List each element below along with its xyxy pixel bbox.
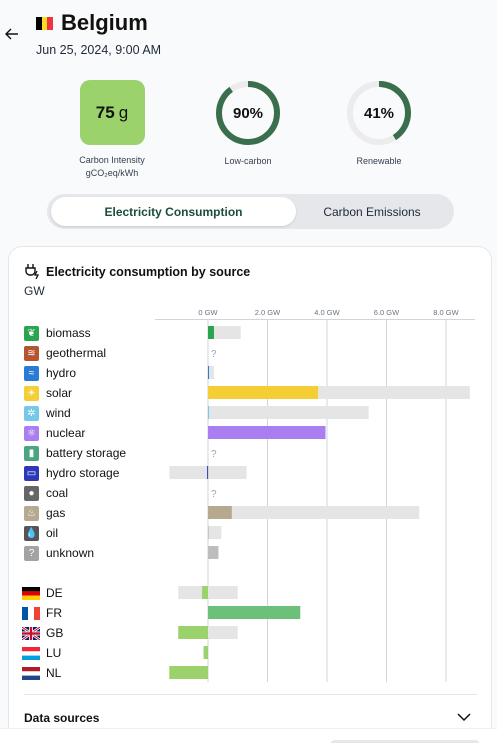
flag-nl-icon xyxy=(22,667,40,680)
flag-gb-icon xyxy=(21,625,41,642)
sources-label: oil xyxy=(46,526,59,540)
sources-value-bar[interactable] xyxy=(208,526,209,539)
sources-label: geothermal xyxy=(46,346,107,360)
low-carbon-label: Low-carbon xyxy=(224,156,272,166)
exchanges-value-bar[interactable] xyxy=(203,646,208,659)
flag-be-icon xyxy=(36,17,54,30)
sources-value-bar[interactable] xyxy=(208,406,209,419)
coal-icon: ● xyxy=(24,486,39,501)
sources-label: gas xyxy=(46,506,66,520)
sources-value-bar[interactable] xyxy=(208,326,214,339)
capacity-bar xyxy=(208,326,241,339)
chart-unit: GW xyxy=(24,284,45,298)
sources-label: hydro storage xyxy=(46,466,120,480)
sources-value-bar[interactable] xyxy=(208,546,219,559)
sources-value-bar[interactable] xyxy=(208,386,319,399)
hydro-storage-icon: ▭ xyxy=(24,466,39,481)
capacity-bar xyxy=(208,406,369,419)
chevron-down-icon[interactable] xyxy=(456,709,472,725)
water-waves-icon: ≈ xyxy=(24,366,39,381)
back-arrow-icon[interactable] xyxy=(4,26,20,42)
sources-label: wind xyxy=(46,406,71,420)
x-tick-label: 2.0 GW xyxy=(254,308,281,317)
sources-label: battery storage xyxy=(46,446,127,460)
exchanges-label: LU xyxy=(46,646,62,660)
zone-header: Belgium Jun 25, 2024, 9:00 AM xyxy=(0,0,497,70)
sources-value-bar[interactable] xyxy=(208,506,232,519)
capacity-bar xyxy=(208,506,420,519)
exchanges-value-bar[interactable] xyxy=(202,586,208,599)
sources-label: hydro xyxy=(46,366,77,380)
sources-label: unknown xyxy=(46,546,95,560)
exchanges-value-bar[interactable] xyxy=(208,606,301,619)
x-tick-label: 8.0 GW xyxy=(433,308,459,317)
plug-icon xyxy=(24,263,42,280)
renewable-value: 41% xyxy=(363,104,395,122)
sun-icon: ☀ xyxy=(24,386,39,401)
carbon-intensity-value: 75 xyxy=(95,102,115,122)
exchanges-label: NL xyxy=(46,666,62,680)
datetime: Jun 25, 2024, 9:00 AM xyxy=(36,43,162,57)
sources-label: nuclear xyxy=(46,426,86,440)
exchanges-value-bar[interactable] xyxy=(169,666,208,679)
tab-electricity-consumption[interactable]: Electricity Consumption xyxy=(51,197,296,226)
renewable-ring: 41% xyxy=(346,80,412,146)
capacity-bar xyxy=(208,526,222,539)
data-sources-toggle[interactable]: Data sources xyxy=(24,711,100,725)
country-name: Belgium xyxy=(61,10,148,35)
consumption-panel xyxy=(8,246,492,743)
capacity-bar xyxy=(208,366,214,379)
leaf-icon: ❦ xyxy=(24,326,39,341)
x-tick-label: 6.0 GW xyxy=(373,308,400,317)
flag-de-icon xyxy=(22,587,40,600)
flag-lu-icon xyxy=(22,647,40,660)
sources-value-bar[interactable] xyxy=(207,466,209,479)
sources-label: coal xyxy=(46,486,69,500)
exchanges-label: DE xyxy=(46,586,63,600)
renewable-label: Renewable xyxy=(356,156,402,166)
missing-data-mark: ? xyxy=(211,349,217,360)
low-carbon-ring: 90% xyxy=(215,80,281,146)
bottom-pill xyxy=(330,740,480,743)
bottom-bar xyxy=(0,728,497,743)
exchanges-label: FR xyxy=(46,606,62,620)
chart-title: Electricity consumption by source xyxy=(46,265,251,279)
question-icon: ? xyxy=(24,546,39,561)
divider xyxy=(24,694,477,695)
low-carbon-value: 90% xyxy=(232,104,264,122)
x-tick-label: 4.0 GW xyxy=(314,308,340,317)
carbon-intensity-unit: g xyxy=(118,102,129,122)
low-carbon-ring-arc xyxy=(216,81,280,145)
low-carbon-metric: 90% Low-carbon xyxy=(198,80,298,168)
carbon-intensity-metric: 75 g Carbon Intensity gCO₂eq/kWh xyxy=(62,80,162,180)
x-tick-label: 0 GW xyxy=(198,308,218,317)
missing-data-mark: ? xyxy=(211,449,217,460)
battery-icon: ▮ xyxy=(24,446,39,461)
exchanges-label: GB xyxy=(46,626,64,640)
tab-carbon-emissions[interactable]: Carbon Emissions xyxy=(323,204,421,219)
axis-baseline xyxy=(155,319,475,320)
carbon-intensity-box: 75 g xyxy=(79,80,145,145)
oil-drop-icon: 💧 xyxy=(24,526,39,541)
gas-flame-icon: ♨ xyxy=(24,506,39,521)
sources-value-bar[interactable] xyxy=(208,426,326,439)
carbon-intensity-label: Carbon Intensity xyxy=(79,155,145,165)
renewable-metric: 41% Renewable xyxy=(329,80,429,168)
exchanges-value-bar[interactable] xyxy=(178,626,208,639)
atom-icon: ⚛ xyxy=(24,426,39,441)
view-toggle: Electricity Consumption Carbon Emissions xyxy=(47,194,454,229)
sources-label: biomass xyxy=(46,326,91,340)
heat-waves-icon: ≋ xyxy=(24,346,39,361)
sources-label: solar xyxy=(46,386,73,400)
flag-fr-icon xyxy=(22,607,40,620)
sources-value-bar[interactable] xyxy=(208,366,209,379)
missing-data-mark: ? xyxy=(211,489,217,500)
carbon-intensity-unit-label: gCO₂eq/kWh xyxy=(85,168,139,178)
wind-icon: ✲ xyxy=(24,406,39,421)
renewable-ring-arc xyxy=(347,81,411,145)
